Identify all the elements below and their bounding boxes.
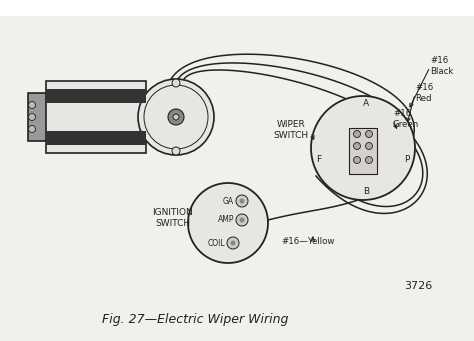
Circle shape (365, 157, 373, 163)
Bar (0, 0, 474, 16)
Circle shape (236, 214, 248, 226)
Circle shape (172, 79, 180, 87)
Bar (349, 128, 377, 174)
Text: F: F (317, 155, 321, 164)
Text: GA: GA (223, 196, 234, 206)
Bar (46, 81, 146, 153)
Bar (46, 131, 146, 145)
Text: #16—Yellow: #16—Yellow (281, 237, 335, 247)
Circle shape (227, 237, 239, 249)
Circle shape (354, 131, 361, 137)
Text: A: A (363, 100, 369, 108)
Circle shape (354, 157, 361, 163)
Circle shape (138, 79, 214, 155)
Bar (46, 89, 146, 103)
Circle shape (236, 195, 248, 207)
Circle shape (230, 240, 236, 246)
Circle shape (354, 143, 361, 149)
Circle shape (311, 96, 415, 200)
Circle shape (239, 218, 245, 222)
Circle shape (168, 109, 184, 125)
Text: #16
Black: #16 Black (430, 56, 453, 76)
Text: COIL: COIL (207, 238, 225, 248)
Text: Fig. 27—Electric Wiper Wiring: Fig. 27—Electric Wiper Wiring (102, 312, 288, 326)
Text: WIPER
SWITCH: WIPER SWITCH (273, 120, 309, 140)
Text: P: P (404, 155, 410, 164)
Bar (140, 93, 154, 141)
Circle shape (365, 143, 373, 149)
Circle shape (188, 183, 268, 263)
Circle shape (172, 147, 180, 155)
Text: #16
Red: #16 Red (415, 83, 433, 103)
Circle shape (28, 102, 36, 108)
Text: 3726: 3726 (404, 281, 432, 291)
Circle shape (173, 114, 179, 120)
Text: IGNITION
SWITCH: IGNITION SWITCH (153, 208, 193, 228)
Circle shape (239, 198, 245, 204)
Text: #16
Green: #16 Green (393, 109, 419, 129)
Circle shape (28, 125, 36, 133)
Circle shape (365, 131, 373, 137)
Text: B: B (363, 188, 369, 196)
Text: AMP: AMP (218, 216, 234, 224)
Circle shape (28, 114, 36, 120)
Bar (28, 93, 50, 141)
